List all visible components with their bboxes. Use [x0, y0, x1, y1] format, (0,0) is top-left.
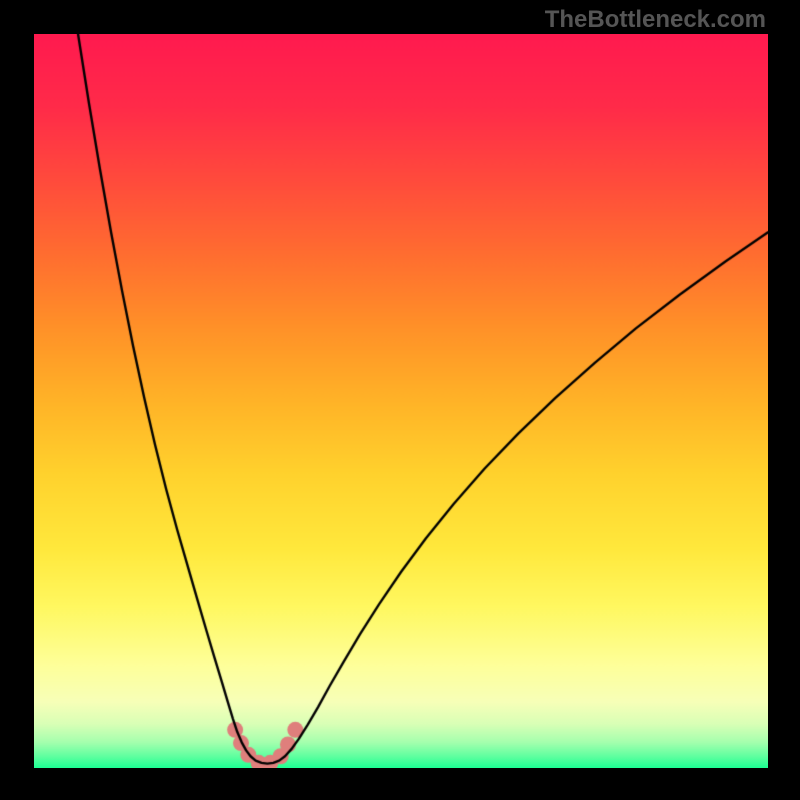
- bottleneck-curve: [34, 34, 768, 768]
- watermark-text: TheBottleneck.com: [545, 6, 766, 34]
- plot-area: [34, 34, 768, 768]
